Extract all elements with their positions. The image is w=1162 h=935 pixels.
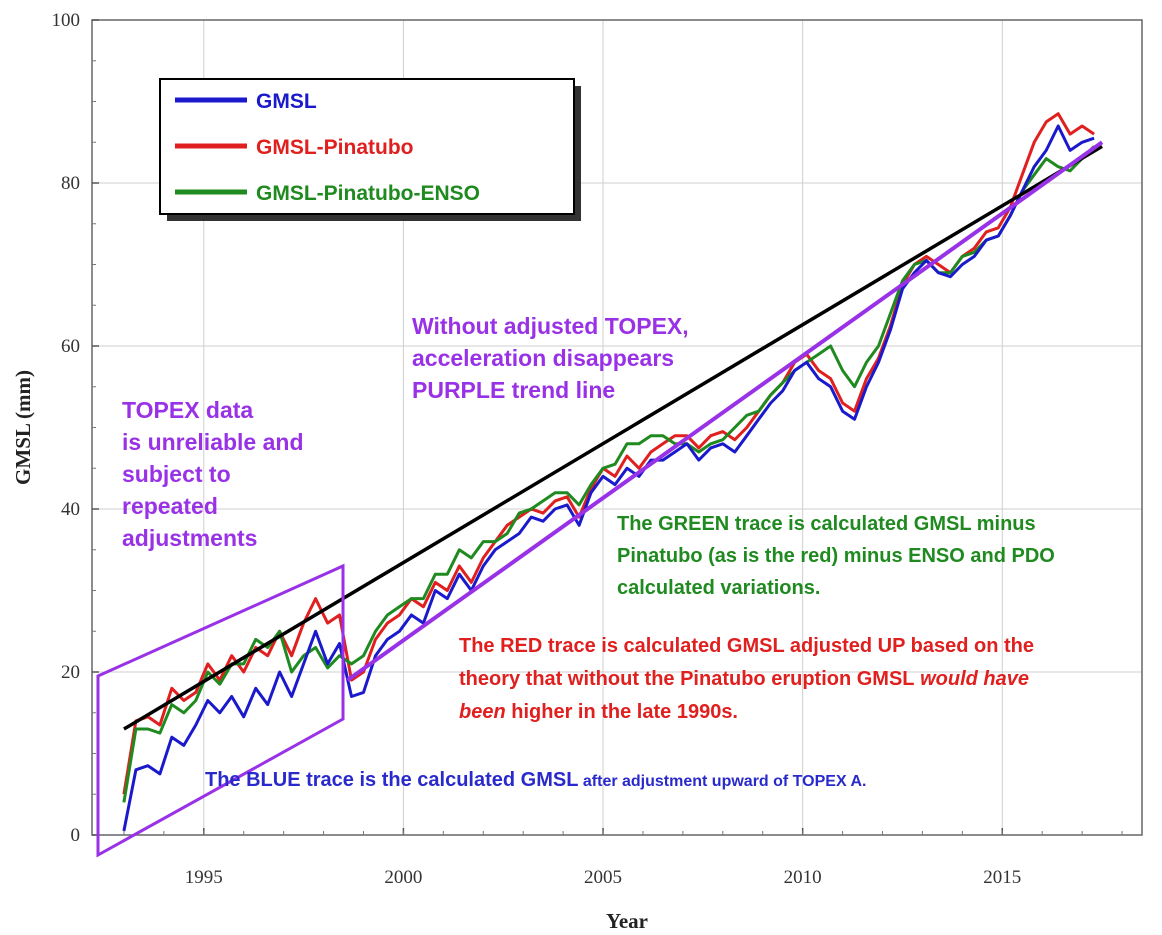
annotation-purple_top-text: acceleration disappears	[412, 345, 674, 371]
series-layer	[122, 112, 1096, 832]
legend: GMSL GMSL-Pinatubo GMSL-Pinatubo-ENSO	[159, 78, 581, 221]
annotations: Without adjusted TOPEX, acceleration disa…	[122, 313, 1055, 791]
y-axis: 0 20 40 60 80 100	[52, 10, 99, 846]
topex-box	[96, 563, 345, 858]
x-tick-label: 2000	[384, 867, 422, 888]
x-axis-title: Year	[606, 909, 648, 933]
annotation-purple_left-line: subject to	[122, 461, 231, 487]
annotation-green-line: Pinatubo (as is the red) minus ENSO and …	[617, 545, 1055, 567]
annotation-red-line: been higher in the late 1990s.	[459, 701, 738, 723]
annotation-red-line: The RED trace is calculated GMSL adjuste…	[459, 635, 1034, 657]
legend-label: GMSL-Pinatubo	[256, 136, 413, 159]
annotation-red-italic: been	[459, 701, 506, 723]
series-line-gmsl-pinatubo	[122, 112, 1095, 795]
x-tick-label: 2005	[584, 867, 622, 888]
annotation-purple_left-text: is unreliable and	[122, 429, 304, 455]
annotation-purple_top-text: PURPLE trend line	[412, 377, 615, 403]
y-tick-label: 100	[52, 10, 81, 31]
y-tick-label: 80	[61, 173, 80, 194]
series-line-gmsl	[122, 124, 1095, 832]
y-tick-label: 60	[61, 336, 80, 357]
annotation-purple_top-line: PURPLE trend line	[412, 377, 615, 403]
annotation-red-text: theory that without the Pinatubo eruptio…	[459, 668, 915, 690]
annotation-green-text: The GREEN trace is calculated GMSL minus	[617, 513, 1036, 535]
trend-layer	[123, 140, 1104, 731]
annotation-green-line: The GREEN trace is calculated GMSL minus	[617, 513, 1036, 535]
annotation-green-text: calculated variations.	[617, 577, 820, 599]
annotation-blue: The BLUE trace is the calculated GMSL af…	[205, 769, 866, 791]
legend-label: GMSL	[256, 90, 317, 113]
y-tick-label: 0	[71, 825, 81, 846]
annotation-purple_left-text: TOPEX data	[122, 397, 253, 423]
purple-trend-line	[346, 140, 1104, 682]
x-tick-label: 1995	[185, 867, 223, 888]
annotation-purple_left-text: repeated	[122, 493, 218, 519]
annotation-red-tail: higher in the late 1990s.	[506, 701, 738, 723]
black-trend-line	[123, 144, 1103, 731]
x-axis: 1995 2000 2005 2010 2015	[123, 828, 1123, 888]
annotation-purple_left-text: subject to	[122, 461, 231, 487]
annotation-purple_left-line: repeated	[122, 493, 218, 519]
annotation-purple_top-text: Without adjusted TOPEX,	[412, 313, 689, 339]
annotation-blue-main: The BLUE trace is the calculated GMSL	[205, 769, 578, 791]
legend-label: GMSL-Pinatubo-ENSO	[256, 182, 480, 205]
annotation-red-italic: would have	[915, 668, 1029, 690]
annotation-green-line: calculated variations.	[617, 577, 820, 599]
annotation-purple_left-line: is unreliable and	[122, 429, 304, 455]
annotation-purple_left-line: adjustments	[122, 525, 257, 551]
annotation-purple_left-line: TOPEX data	[122, 397, 253, 423]
x-tick-label: 2015	[983, 867, 1021, 888]
annotation-purple_left-text: adjustments	[122, 525, 257, 551]
annotation-purple_top-line: acceleration disappears	[412, 345, 674, 371]
annotation-purple_top-line: Without adjusted TOPEX,	[412, 313, 689, 339]
y-axis-title: GMSL (mm)	[11, 370, 35, 485]
y-tick-label: 40	[61, 499, 80, 520]
annotation-red-line: theory that without the Pinatubo eruptio…	[459, 668, 1029, 690]
y-tick-label: 20	[61, 662, 80, 683]
annotation-blue-small: after adjustment upward of TOPEX A.	[578, 773, 866, 790]
x-tick-label: 2010	[784, 867, 822, 888]
annotation-red-text: The RED trace is calculated GMSL adjuste…	[459, 635, 1034, 657]
annotation-green-text: Pinatubo (as is the red) minus ENSO and …	[617, 545, 1055, 567]
